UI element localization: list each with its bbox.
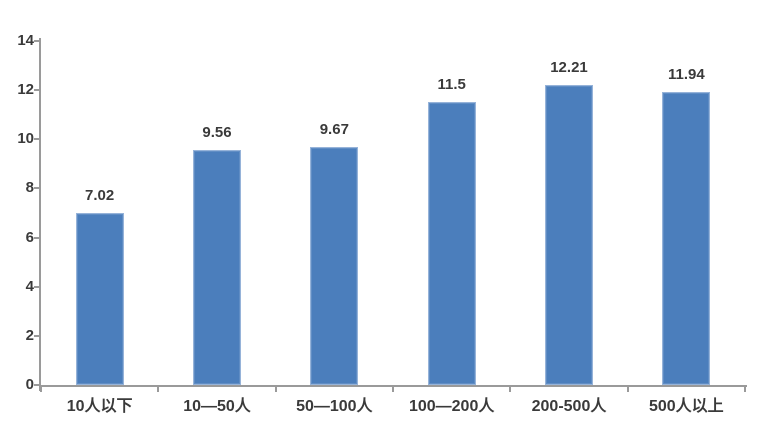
y-tick-6 [34,236,39,239]
y-tick-0 [34,384,39,386]
y-tick-8 [34,187,39,190]
y-tick-label-8: 8 [25,179,34,197]
y-tick-12 [34,89,39,92]
category-label-4: 200-500人 [531,398,607,415]
bar-4 [545,84,593,385]
x-tick-4 [509,385,512,392]
y-axis-line [39,38,41,391]
x-tick-3 [392,385,394,392]
bar-5 [662,91,711,385]
data-label-5: 11.94 [667,65,705,83]
y-tick-14 [34,40,39,42]
x-tick-6 [744,385,746,392]
data-label-1: 9.56 [202,124,232,142]
data-label-0: 7.02 [85,186,115,204]
bar-1 [193,150,241,385]
bar-0 [75,212,124,385]
category-label-0: 10人以下 [66,398,133,415]
category-label-1: 10—50人 [183,398,251,415]
data-label-4: 12.21 [550,58,588,76]
x-tick-1 [157,385,160,392]
y-tick-label-14: 14 [17,32,34,49]
category-label-2: 50—100人 [296,398,373,415]
data-label-3: 11.5 [437,76,466,94]
y-tick-label-10: 10 [17,130,34,148]
y-tick-4 [34,285,39,288]
bar-3 [427,102,476,385]
y-tick-label-6: 6 [25,228,34,246]
category-label-5: 500人以上 [648,398,724,415]
data-label-2: 9.67 [319,121,349,139]
y-tick-label-4: 4 [25,277,34,295]
x-tick-2 [274,385,277,392]
y-tick-label-0: 0 [25,376,34,393]
x-tick-0 [40,385,42,392]
x-tick-5 [626,385,629,392]
category-label-3: 100—200人 [408,398,495,415]
y-tick-label-2: 2 [25,326,34,344]
y-tick-10 [34,138,39,141]
y-tick-label-12: 12 [17,81,34,99]
y-tick-2 [34,334,39,337]
bar-2 [310,147,359,385]
